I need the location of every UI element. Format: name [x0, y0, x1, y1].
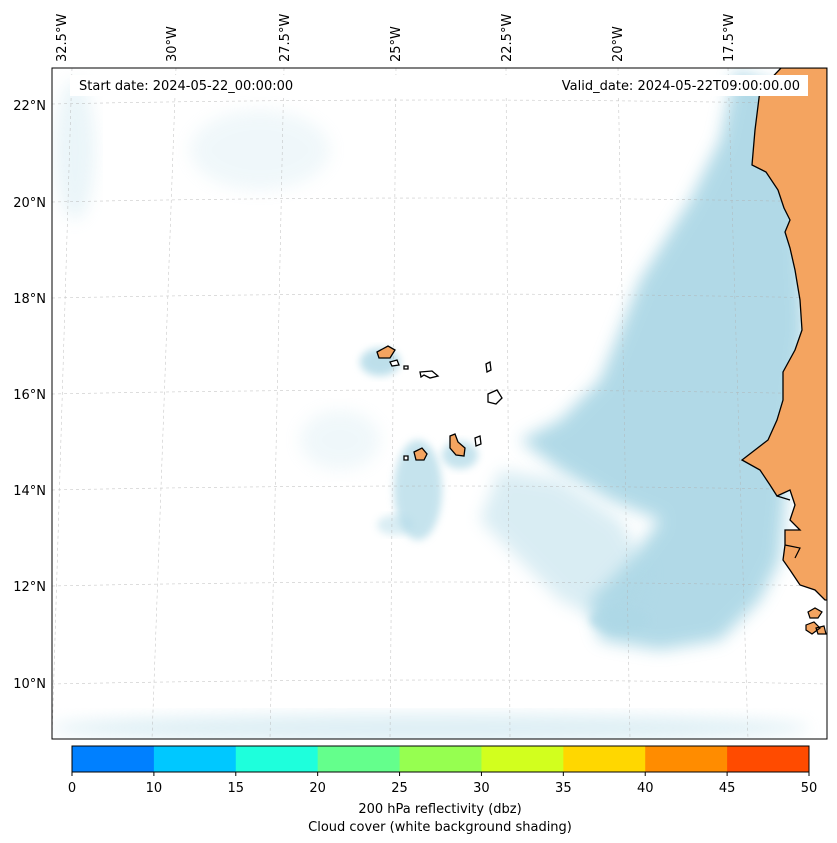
colorbar-label-line1: 200 hPa reflectivity (dbz) — [358, 802, 521, 817]
gridline-lon-22-5 — [505, 68, 511, 739]
gridline-lat-12 — [52, 581, 827, 587]
cloud-patch-north — [190, 110, 330, 190]
island-sao-nicolau — [419, 370, 440, 379]
colorbar-tick-label: 50 — [801, 781, 818, 796]
island-santo-antao — [376, 345, 396, 359]
gridline-lat-20 — [52, 197, 827, 203]
colorbar-tick-label: 10 — [146, 781, 163, 796]
gridline-lon-20 — [617, 68, 631, 739]
island-fogo — [413, 447, 428, 461]
colorbar-segment — [727, 746, 810, 772]
lon-label-22-5: 22.5°W — [500, 14, 515, 62]
island-sal — [485, 361, 492, 373]
lat-label-22: 22°N — [13, 99, 46, 114]
lat-label-12: 12°N — [13, 580, 46, 595]
cloud-patch-fogo — [394, 440, 442, 540]
colorbar-segment — [645, 746, 728, 772]
island-sao-vicente — [389, 359, 400, 367]
island-brava — [403, 455, 409, 461]
lat-label-16: 16°N — [13, 388, 46, 403]
cloud-patch-west — [55, 80, 95, 220]
colorbar-segment — [235, 746, 319, 772]
longitude-labels: 32.5°W 30°W 27.5°W 25°W 22.5°W 20°W 17.5… — [55, 14, 737, 62]
gridline-lon-25 — [389, 68, 397, 739]
gridline-lat-18 — [52, 293, 827, 299]
gridline-lat-14 — [52, 485, 827, 491]
colorbar-tick-label: 20 — [309, 781, 326, 796]
colorbar-segment — [399, 746, 482, 772]
colorbar-tick-label: 30 — [473, 781, 490, 796]
colorbar-tick-label: 0 — [68, 781, 76, 796]
gridline-lon-32-5 — [52, 68, 73, 739]
header-banner — [70, 75, 808, 96]
colorbar-border — [71, 745, 810, 773]
gridline-lon-17-5 — [727, 68, 749, 739]
colorbar-ticks: 0 10 15 20 25 30 35 40 45 50 — [68, 772, 817, 796]
colorbar-segment — [72, 746, 155, 772]
cloud-cover-shading — [52, 70, 810, 739]
gridlines — [52, 68, 827, 739]
island-santa-luzia — [403, 365, 409, 370]
colorbar-segment — [481, 746, 564, 772]
cloud-patch-southeast — [590, 608, 650, 632]
lat-label-18: 18°N — [13, 292, 46, 307]
lon-label-25: 25°W — [389, 26, 404, 62]
land-guinea-bissau-islands — [805, 607, 827, 635]
island-santiago — [449, 433, 466, 457]
lat-label-10: 10°N — [13, 677, 46, 692]
map-content: Start date: 2024-05-22_00:00:00 Valid_da… — [52, 68, 827, 739]
colorbar-tick-label: 25 — [391, 781, 408, 796]
cloud-patch-bottom — [52, 714, 810, 739]
colorbar-segment — [317, 746, 401, 772]
lon-label-30: 30°W — [165, 26, 180, 62]
latitude-labels: 22°N 20°N 18°N 16°N 14°N 12°N 10°N — [13, 99, 46, 692]
colorbar-tick-label: 15 — [228, 781, 245, 796]
lon-label-20: 20°W — [611, 26, 626, 62]
colorbar: 0 10 15 20 25 30 35 40 45 50 200 hPa reflectivity… — [68, 745, 817, 835]
valid-date-label: Valid_date: 2024-05-22T09:00:00.00 — [562, 79, 800, 94]
map-frame-border — [51, 67, 828, 740]
lon-label-27-5: 27.5°W — [278, 14, 293, 62]
gridline-lat-22 — [52, 99, 827, 105]
colorbar-tick-label: 45 — [719, 781, 736, 796]
cloud-patch-mid — [300, 410, 380, 470]
gridline-lon-27-5 — [269, 68, 285, 739]
cape-verde-islands — [376, 345, 503, 461]
cloud-band-east-light — [480, 470, 650, 620]
cloud-patch-south — [377, 515, 413, 535]
land-west-africa — [740, 68, 827, 601]
colorbar-segment — [153, 746, 237, 772]
island-maio — [474, 435, 482, 447]
gridline-lat-10 — [52, 679, 827, 685]
cloud-band-east — [520, 70, 805, 650]
gridline-lat-16 — [52, 389, 827, 395]
colorbar-segment — [563, 746, 646, 772]
lat-label-20: 20°N — [13, 196, 46, 211]
colorbar-label-line2: Cloud cover (white background shading) — [308, 820, 572, 835]
lon-label-32-5: 32.5°W — [55, 14, 70, 62]
island-boa-vista — [487, 389, 503, 405]
colorbar-segments — [72, 746, 810, 772]
colorbar-tick-label: 35 — [555, 781, 572, 796]
lon-label-17-5: 17.5°W — [722, 14, 737, 62]
lat-label-14: 14°N — [13, 484, 46, 499]
land-senegal-river — [776, 495, 801, 559]
gridline-lon-30 — [151, 68, 177, 739]
colorbar-tick-label: 40 — [637, 781, 654, 796]
start-date-label: Start date: 2024-05-22_00:00:00 — [79, 79, 293, 94]
